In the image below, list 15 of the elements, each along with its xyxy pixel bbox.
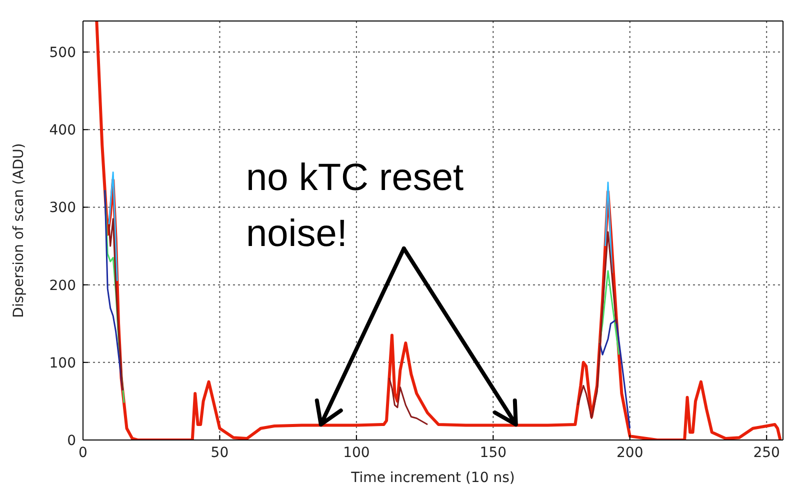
- y-axis-title: Dispersion of scan (ADU): [10, 143, 27, 318]
- annotation: no kTC reset noise!: [246, 156, 465, 257]
- x-tick-label: 150: [480, 444, 507, 461]
- y-tick-label: 100: [49, 355, 76, 372]
- y-tick-label: 500: [49, 45, 76, 62]
- x-tick-label: 0: [78, 444, 88, 461]
- x-tick-label: 50: [210, 444, 229, 461]
- x-axis-title: Time increment (10 ns): [350, 470, 515, 486]
- y-tick-label: 300: [49, 200, 76, 216]
- y-tick-label: 400: [49, 122, 76, 139]
- x-tick-label: 100: [343, 444, 370, 461]
- y-tick-label: 0: [67, 432, 76, 449]
- x-tick-label: 200: [616, 444, 644, 461]
- x-tick-label: 250: [753, 444, 780, 461]
- y-tick-label: 200: [49, 278, 76, 294]
